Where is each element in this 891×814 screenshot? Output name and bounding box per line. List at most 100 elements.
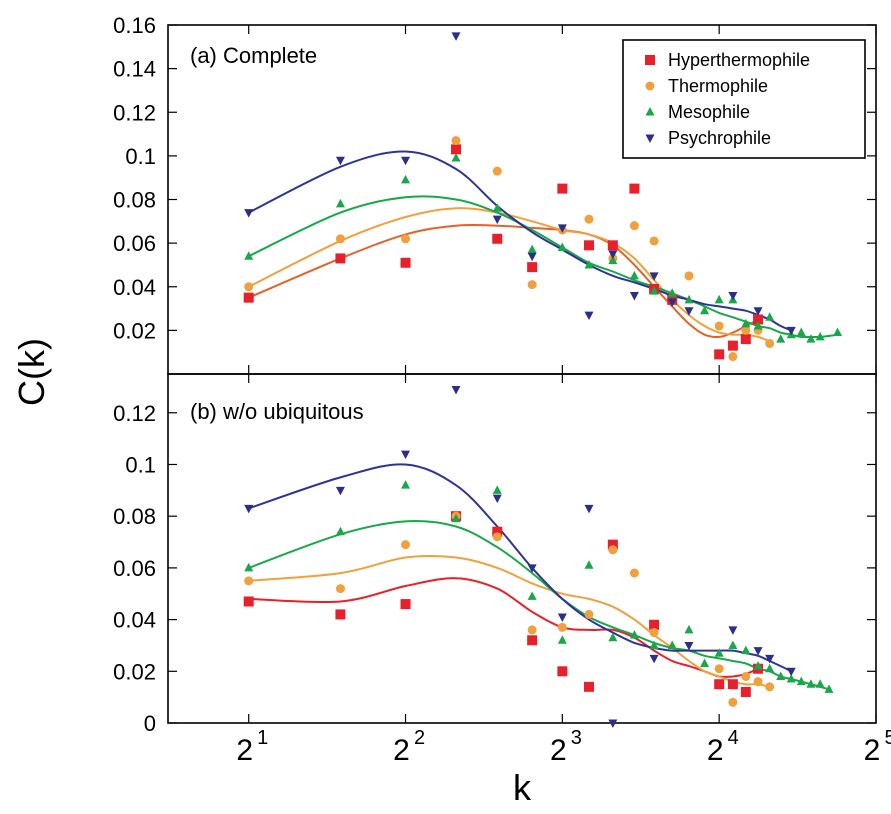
data-point-psychrophile xyxy=(629,291,639,301)
data-point-thermophile xyxy=(492,532,502,542)
data-point-mesophile xyxy=(728,640,738,649)
data-point-mesophile xyxy=(815,679,825,688)
data-point-psychrophile xyxy=(584,311,594,321)
data-point-thermophile xyxy=(244,576,254,586)
data-point-thermophile xyxy=(527,625,537,635)
legend-label: Thermophile xyxy=(668,76,768,96)
x-axis-title: k xyxy=(513,767,532,808)
legend-marker-hyperthermophile xyxy=(645,55,655,65)
legend-label: Psychrophile xyxy=(668,128,771,148)
fit-line-thermophile xyxy=(248,207,771,343)
data-point-thermophile xyxy=(584,214,594,224)
data-point-mesophile xyxy=(700,658,710,668)
data-point-mesophile xyxy=(796,676,806,686)
data-point-thermophile xyxy=(728,697,738,707)
data-point-mesophile xyxy=(401,174,411,184)
data-point-psychrophile xyxy=(608,250,618,260)
data-point-psychrophile xyxy=(649,272,659,281)
data-point-mesophile xyxy=(244,251,254,260)
data-point-psychrophile xyxy=(401,156,411,166)
data-point-psychrophile xyxy=(753,647,763,656)
y-tick-label: 0.1 xyxy=(125,452,156,477)
panel-complete: (a) Complete 0.02 0.04 0.06 0.08 0.1 0.12 0.14… xyxy=(113,13,877,375)
data-point-psychrophile xyxy=(401,450,411,460)
data-point-hyperthermophile xyxy=(492,526,503,537)
data-point-mesophile xyxy=(741,645,751,655)
data-point-mesophile xyxy=(629,270,639,280)
svg-text:2: 2 xyxy=(414,727,425,749)
data-point-hyperthermophile xyxy=(727,340,738,351)
data-point-psychrophile xyxy=(335,486,345,496)
legend-marker-thermophile xyxy=(645,81,655,91)
fit-line-hyperthermophile xyxy=(248,577,759,678)
data-point-psychrophile xyxy=(244,504,254,514)
legend-label: Mesophile xyxy=(668,102,750,122)
data-point-mesophile xyxy=(684,294,694,304)
y-tick-label: 0.04 xyxy=(113,608,156,633)
svg-text:1: 1 xyxy=(257,727,268,749)
y-tick-label: 0.12 xyxy=(113,401,156,426)
legend-item-mesophile: Mesophile xyxy=(645,102,750,122)
data-point-mesophile xyxy=(806,679,816,688)
data-point-psychrophile xyxy=(667,298,677,308)
svg-text:2: 2 xyxy=(550,734,567,767)
data-point-mesophile xyxy=(608,255,618,265)
data-point-psychrophile xyxy=(244,209,254,218)
data-point-thermophile xyxy=(557,622,567,632)
data-point-hyperthermophile xyxy=(243,292,254,303)
data-point-hyperthermophile xyxy=(753,314,764,325)
data-point-thermophile xyxy=(714,664,724,674)
data-point-thermophile xyxy=(765,338,775,348)
data-point-hyperthermophile xyxy=(492,233,503,244)
data-point-mesophile xyxy=(684,624,694,634)
data-point-hyperthermophile xyxy=(400,599,411,610)
panel-without-ubiquitous-frame xyxy=(167,373,877,724)
data-point-psychrophile xyxy=(608,719,618,728)
data-point-psychrophile xyxy=(527,252,537,262)
y-tick-label: 0.1 xyxy=(125,144,156,169)
data-point-mesophile xyxy=(492,203,502,212)
data-point-mesophile xyxy=(753,321,763,330)
data-point-psychrophile xyxy=(765,654,775,664)
data-point-psychrophile xyxy=(786,667,796,677)
data-point-mesophile xyxy=(584,259,594,269)
y-tick-label: 0.02 xyxy=(113,318,156,343)
data-point-hyperthermophile xyxy=(527,635,538,646)
fit-line-hyperthermophile xyxy=(248,223,759,339)
data-point-thermophile xyxy=(584,609,594,619)
panel-without-ubiquitous: (b) w/o ubiquitous 00.020.040.060.080.10… xyxy=(113,373,877,736)
data-point-hyperthermophile xyxy=(451,144,462,155)
data-point-mesophile xyxy=(714,648,724,657)
data-point-thermophile xyxy=(741,671,751,681)
y-tick-label: 0.04 xyxy=(113,275,156,300)
fit-line-mesophile xyxy=(248,195,838,339)
svg-text:2: 2 xyxy=(864,734,881,767)
data-point-mesophile xyxy=(796,327,806,337)
data-point-mesophile xyxy=(741,318,751,328)
fit-line-psychrophile xyxy=(248,463,792,673)
legend-item-hyperthermophile: Hyperthermophile xyxy=(645,50,810,70)
panel-complete-title: (a) Complete xyxy=(190,43,317,68)
data-point-mesophile xyxy=(527,591,537,600)
data-point-mesophile xyxy=(451,153,461,162)
data-point-mesophile xyxy=(667,640,677,649)
y-tick-label: 0.16 xyxy=(113,13,156,38)
legend-item-psychrophile: Psychrophile xyxy=(645,128,771,148)
data-point-mesophile xyxy=(557,635,567,644)
data-point-mesophile xyxy=(584,560,594,569)
legend-frame xyxy=(622,39,866,159)
y-tick-label: 0.12 xyxy=(113,100,156,125)
data-point-mesophile xyxy=(451,513,461,523)
data-point-mesophile xyxy=(753,661,763,670)
y-tick-label: 0.14 xyxy=(113,57,156,82)
data-point-thermophile xyxy=(649,628,659,638)
data-point-hyperthermophile xyxy=(335,609,346,620)
svg-text:3: 3 xyxy=(571,727,582,749)
data-point-thermophile xyxy=(401,234,411,244)
data-point-mesophile xyxy=(649,640,659,649)
data-point-thermophile xyxy=(629,568,639,578)
data-point-hyperthermophile xyxy=(649,619,660,630)
